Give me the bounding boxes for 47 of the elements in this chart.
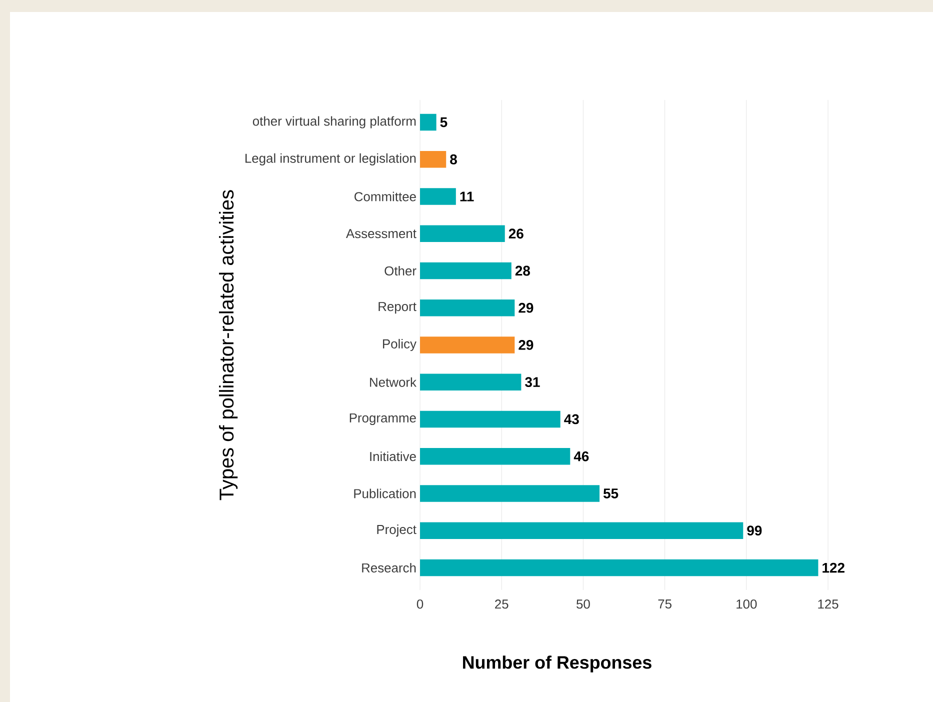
bar (420, 522, 744, 539)
x-tick-label: 75 (658, 600, 672, 609)
data-label: 99 (747, 526, 762, 536)
x-tick-label: 25 (495, 600, 508, 609)
bar (420, 300, 515, 316)
y-tick-label: Other (384, 266, 416, 276)
y-tick-label: Initiative (370, 452, 416, 462)
bar (420, 485, 600, 502)
y-tick-label: Research (362, 562, 416, 572)
x-tick-label: 0 (416, 600, 424, 609)
x-tick-label: 100 (736, 600, 757, 609)
x-tick-label: 50 (576, 600, 590, 609)
y-tick-label: Committee (354, 192, 416, 202)
data-label: 28 (515, 266, 530, 276)
x-axis-title: Number of Responses (463, 656, 652, 672)
data-label: 29 (518, 340, 534, 350)
y-tick-label: Project (377, 524, 416, 537)
data-label: 26 (508, 228, 524, 239)
bar (420, 559, 818, 576)
bar (420, 188, 456, 205)
bar (420, 374, 522, 390)
data-label: 31 (525, 377, 540, 388)
bar (420, 225, 505, 242)
data-label: 11 (460, 192, 474, 202)
data-label: 43 (564, 414, 579, 424)
y-tick-label: Publication (354, 488, 416, 498)
data-label: 8 (450, 154, 457, 164)
y-tick-label: other virtual sharing platform (252, 116, 416, 128)
bar (420, 448, 570, 465)
data-label: 55 (603, 488, 618, 498)
bar (420, 336, 515, 354)
data-label: 29 (518, 302, 534, 313)
data-label: 122 (822, 562, 844, 573)
y-tick-label: Report (378, 302, 416, 314)
bar (420, 262, 512, 280)
y-axis-title: Types of pollinator-related activities (219, 190, 238, 500)
y-tick-label: Network (370, 377, 417, 387)
bar (420, 114, 436, 131)
data-label: 46 (574, 451, 589, 462)
x-tick-label: 125 (818, 600, 838, 609)
y-tick-label: Programme (350, 413, 416, 426)
bar (420, 151, 446, 168)
y-tick-label: Policy (383, 338, 416, 352)
y-tick-label: Legal instrument or legislation (245, 153, 416, 166)
data-label: 5 (440, 117, 448, 128)
bar (420, 410, 560, 428)
y-tick-label: Assessment (346, 229, 416, 238)
